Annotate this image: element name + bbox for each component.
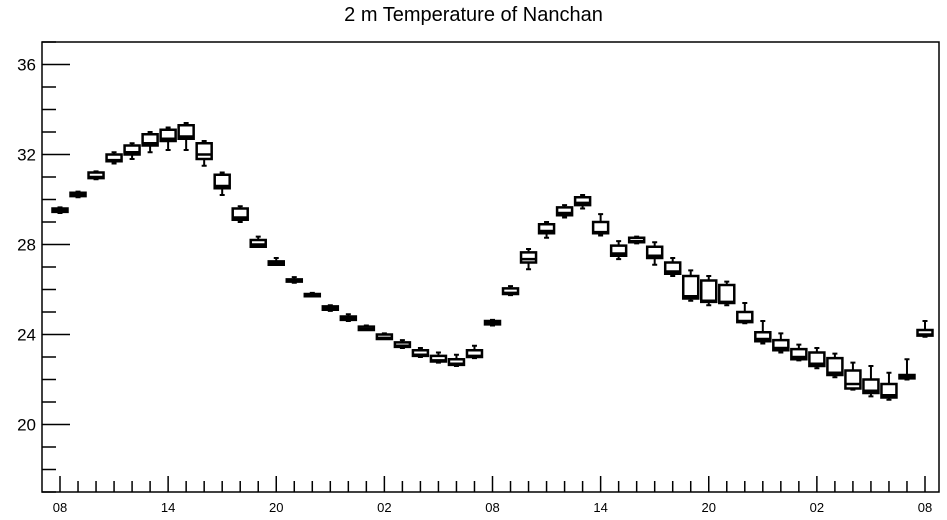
x-tick-label: 02 xyxy=(810,500,824,515)
box-mark xyxy=(880,371,898,401)
box-mark xyxy=(285,276,304,284)
box-mark xyxy=(519,248,538,271)
box-mark xyxy=(916,320,934,338)
box-mark xyxy=(501,285,520,297)
box-body xyxy=(159,128,177,143)
box-mark xyxy=(375,332,394,341)
box-body xyxy=(718,283,736,305)
box-mark xyxy=(87,170,105,181)
box-body xyxy=(645,245,664,260)
box-mark xyxy=(411,347,430,358)
box-mark xyxy=(555,204,574,219)
x-tick-label: 08 xyxy=(918,500,932,515)
box-mark xyxy=(609,240,628,261)
box-mark xyxy=(754,320,772,345)
box-mark xyxy=(213,171,231,196)
box-mark xyxy=(321,304,340,312)
x-tick-label: 02 xyxy=(377,500,391,515)
box-mark xyxy=(177,122,195,151)
box-mark xyxy=(700,275,718,307)
axes: 20 24 28 32 36 08 14 20 02 08 14 20 02 08 xyxy=(17,41,932,515)
y-tick-label: 36 xyxy=(17,56,36,75)
box-mark xyxy=(141,131,159,154)
box-mark xyxy=(483,318,502,327)
y-tick-label: 20 xyxy=(17,416,36,435)
box-mark xyxy=(447,353,466,367)
box-mark xyxy=(303,291,322,298)
chart-title: 2 m Temperature of Nanchan xyxy=(344,4,603,26)
box-mark xyxy=(772,332,790,354)
box-mark xyxy=(249,235,267,248)
box-mark xyxy=(393,339,412,349)
box-mark xyxy=(159,126,177,151)
box-series xyxy=(51,122,934,401)
x-tick-label: 14 xyxy=(593,500,607,515)
box-body xyxy=(141,133,159,147)
box-mark xyxy=(465,344,484,360)
box-body xyxy=(754,331,772,343)
box-body xyxy=(231,207,249,221)
box-body xyxy=(519,251,538,264)
box-mark xyxy=(339,313,358,322)
x-tick-label: 08 xyxy=(485,500,499,515)
box-mark xyxy=(681,269,700,302)
box-mark xyxy=(790,343,808,362)
box-mark xyxy=(573,194,592,210)
box-body xyxy=(772,338,790,352)
box-body xyxy=(663,261,682,275)
box-mark xyxy=(898,358,916,381)
y-tick-label: 32 xyxy=(17,146,36,165)
x-tick-label: 20 xyxy=(269,500,283,515)
box-body xyxy=(609,244,628,257)
box-mark xyxy=(844,361,862,391)
box-mark xyxy=(862,365,880,398)
box-body xyxy=(681,274,700,300)
box-body xyxy=(700,279,718,304)
box-body xyxy=(555,206,574,217)
box-body xyxy=(844,369,862,390)
box-mark xyxy=(357,324,376,332)
box-mark xyxy=(123,142,141,160)
box-mark xyxy=(718,280,736,307)
box-mark xyxy=(69,190,87,199)
y-tick-label: 24 xyxy=(17,326,36,345)
x-tick-label: 08 xyxy=(53,500,67,515)
y-tick-label: 28 xyxy=(17,236,36,255)
box-mark xyxy=(736,302,754,325)
box-mark xyxy=(231,205,249,223)
plot-frame xyxy=(41,41,940,493)
box-body xyxy=(790,347,808,361)
box-mark xyxy=(105,151,123,165)
box-mark xyxy=(195,140,213,167)
x-tick-label: 20 xyxy=(702,500,716,515)
box-mark xyxy=(267,257,285,266)
box-mark xyxy=(429,351,448,364)
box-mark xyxy=(627,235,646,245)
box-body xyxy=(573,196,592,207)
box-mark xyxy=(51,206,69,214)
x-tick-label: 14 xyxy=(161,500,175,515)
box-body xyxy=(195,142,213,161)
box-mark xyxy=(826,352,844,379)
box-mark xyxy=(591,213,610,237)
box-mark xyxy=(808,347,826,370)
box-body xyxy=(537,223,556,235)
box-mark xyxy=(663,257,682,277)
box-body xyxy=(123,144,141,156)
box-mark xyxy=(537,221,556,239)
box-mark xyxy=(645,241,664,266)
box-body xyxy=(826,356,844,377)
